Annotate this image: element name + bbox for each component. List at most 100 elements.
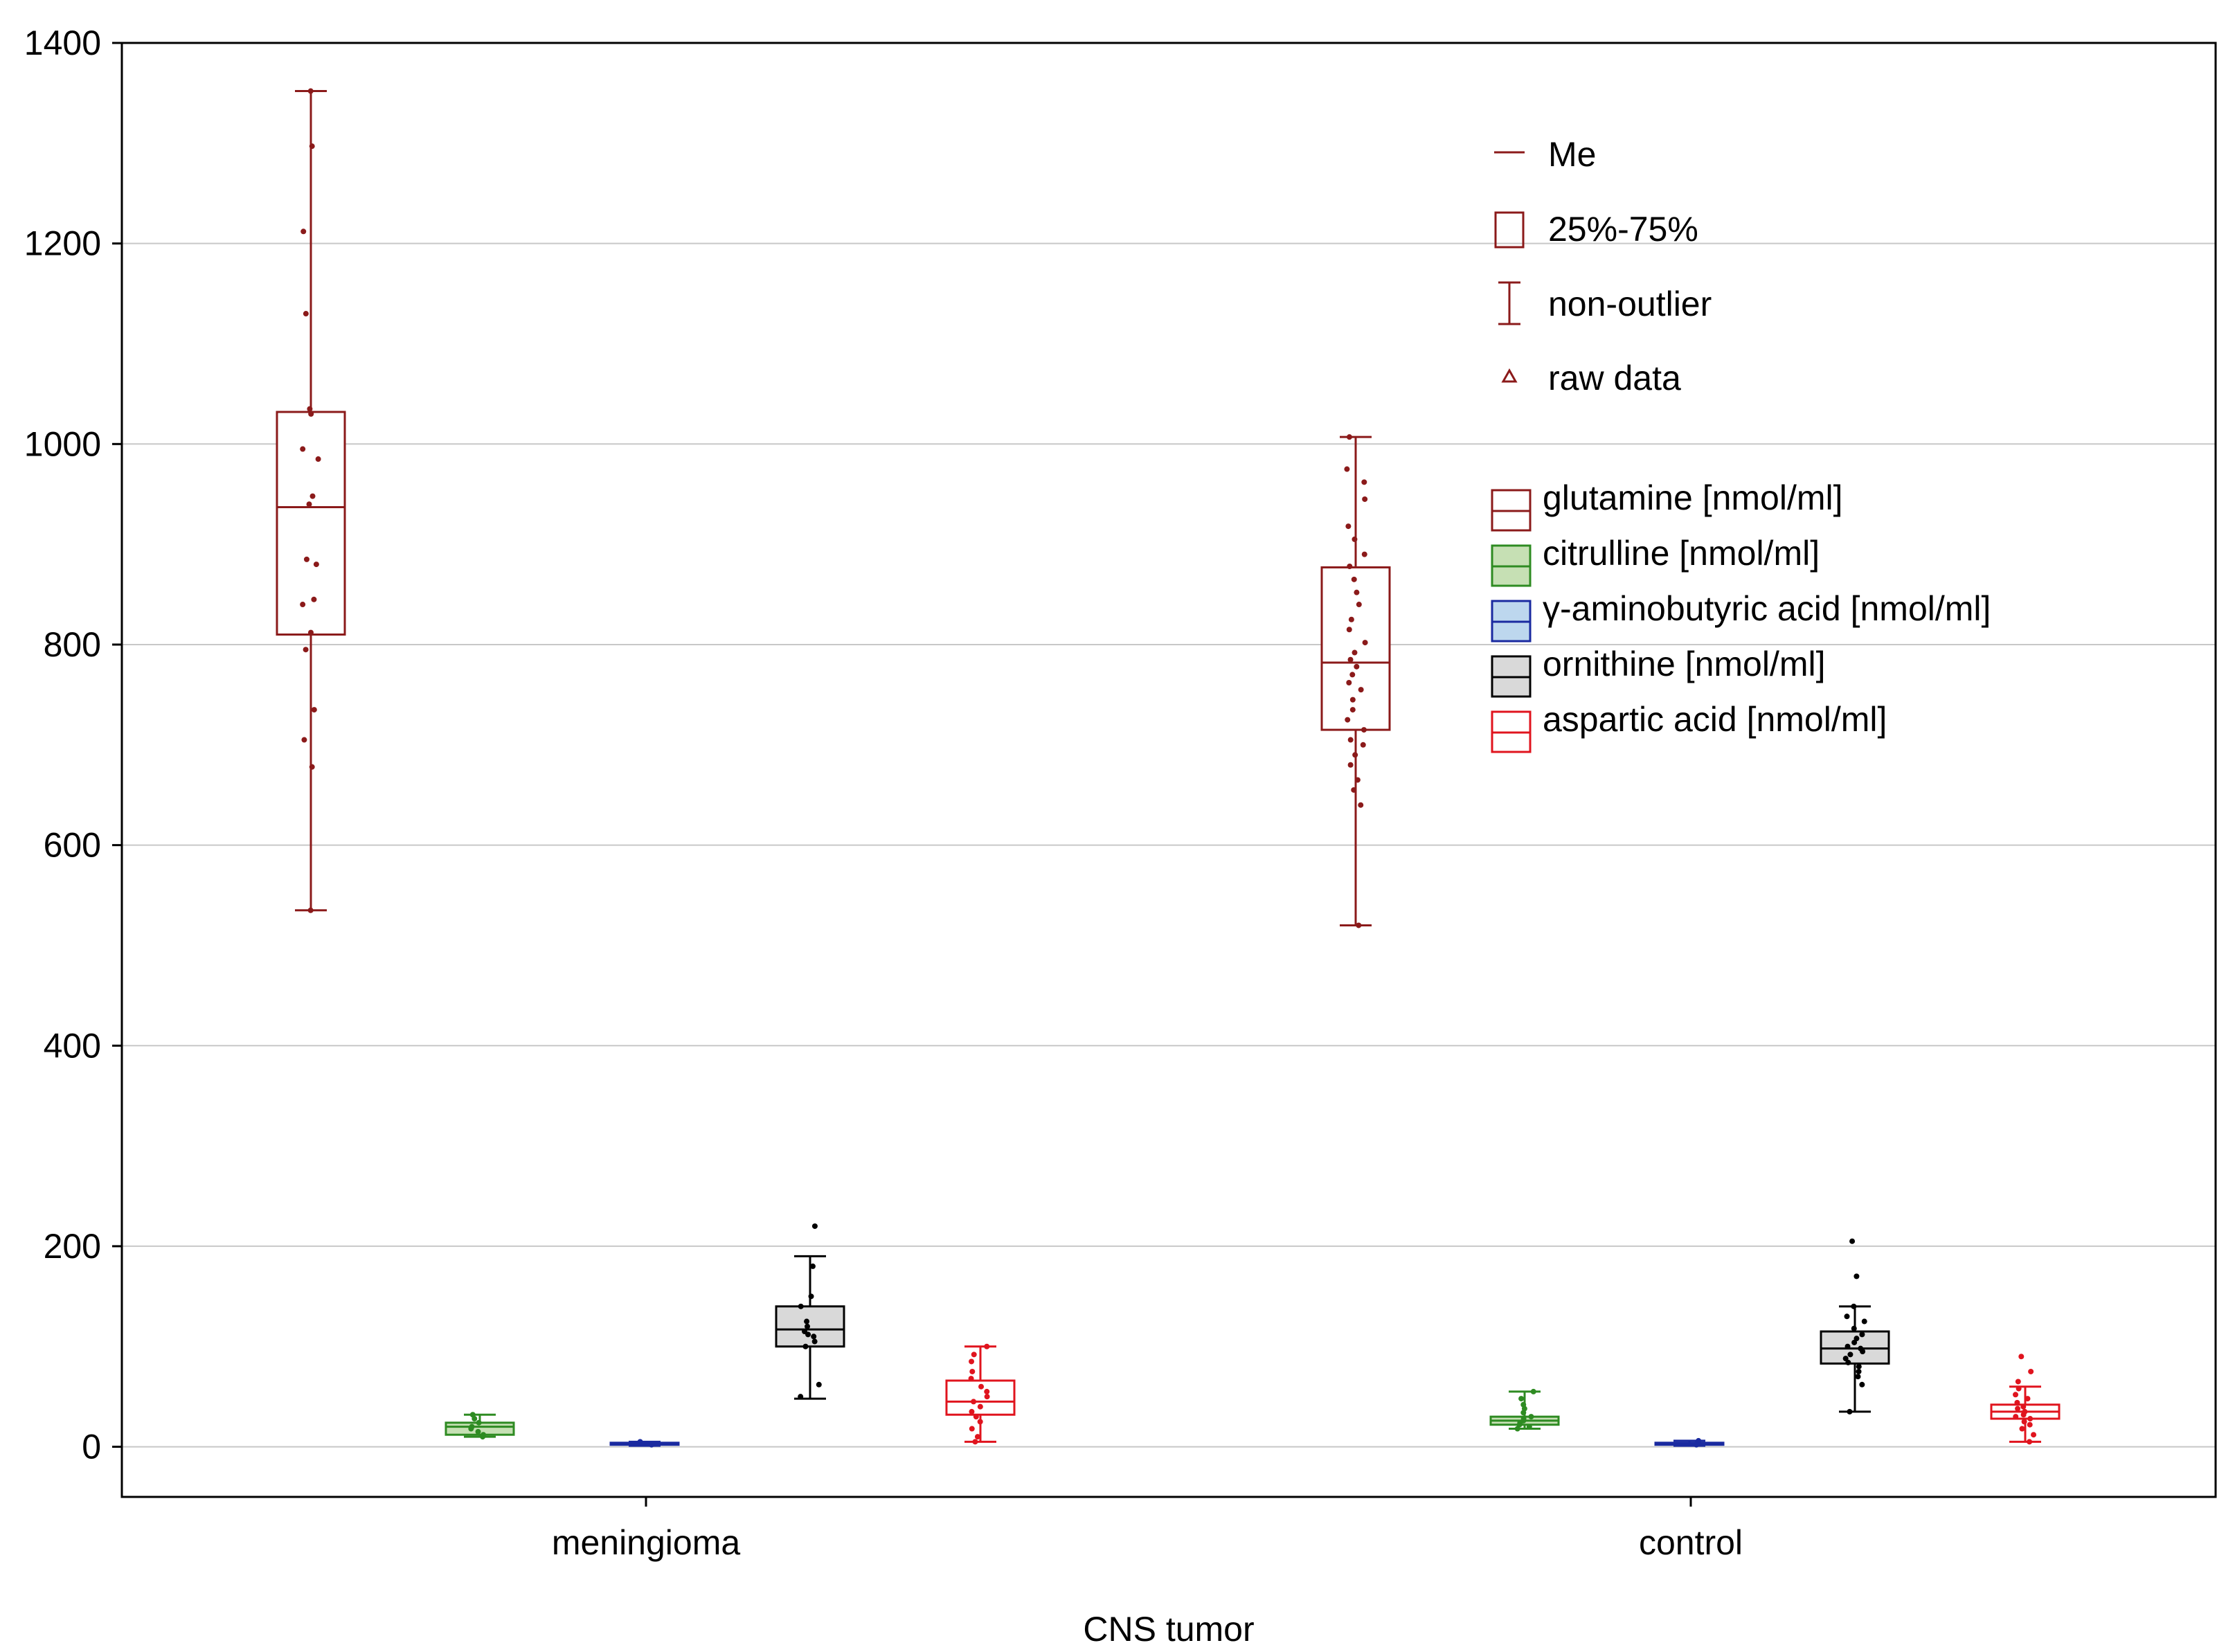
raw-point bbox=[1358, 687, 1364, 693]
legend-raw-icon bbox=[1501, 368, 1518, 383]
raw-point bbox=[1528, 1414, 1534, 1420]
raw-point bbox=[308, 411, 314, 417]
raw-point bbox=[973, 1414, 979, 1420]
raw-point bbox=[1346, 627, 1352, 633]
legend-series-label: aspartic acid [nmol/ml] bbox=[1543, 700, 1887, 739]
legend-stat-whisker: non-outlier bbox=[1498, 281, 1712, 325]
raw-point bbox=[1354, 777, 1361, 783]
legend-series-0: glutamine [nmol/ml] bbox=[1491, 478, 1843, 532]
raw-point bbox=[1346, 434, 1352, 440]
raw-point bbox=[1851, 1303, 1857, 1309]
box-2-0 bbox=[609, 1439, 680, 1448]
raw-point bbox=[311, 596, 317, 602]
legend-stat-label: Me bbox=[1548, 135, 1596, 174]
legend-series-label: γ-aminobutyric acid [nmol/ml] bbox=[1543, 589, 1991, 628]
raw-point bbox=[313, 562, 319, 568]
raw-point bbox=[2015, 1379, 2021, 1385]
raw-point bbox=[977, 1419, 983, 1425]
raw-point bbox=[315, 456, 321, 463]
raw-point bbox=[969, 1426, 975, 1432]
raw-point bbox=[2031, 1432, 2037, 1438]
raw-point bbox=[1352, 536, 1358, 542]
legend-series-label: ornithine [nmol/ml] bbox=[1543, 645, 1826, 683]
raw-point bbox=[1847, 1352, 1853, 1358]
legend-stat-raw: raw data bbox=[1501, 359, 1681, 397]
raw-point bbox=[306, 501, 312, 508]
raw-point bbox=[974, 1434, 980, 1440]
raw-point bbox=[798, 1394, 804, 1400]
raw-point bbox=[969, 1368, 976, 1374]
raw-point bbox=[309, 764, 315, 770]
legend-box-icon bbox=[1494, 211, 1525, 249]
raw-point bbox=[1859, 1331, 1865, 1338]
raw-point bbox=[2020, 1412, 2027, 1418]
raw-point bbox=[1530, 1388, 1536, 1394]
raw-point bbox=[480, 1434, 486, 1440]
raw-point bbox=[2025, 1396, 2031, 1402]
legend-series-label: glutamine [nmol/ml] bbox=[1543, 478, 1843, 517]
raw-point bbox=[309, 143, 315, 150]
raw-point bbox=[1849, 1238, 1856, 1244]
raw-point bbox=[1356, 922, 1362, 928]
raw-point bbox=[1354, 663, 1360, 670]
raw-point bbox=[1518, 1396, 1525, 1402]
box-4-1 bbox=[1990, 1354, 2061, 1445]
raw-point bbox=[816, 1381, 822, 1388]
raw-point bbox=[1845, 1359, 1851, 1365]
raw-point bbox=[1351, 787, 1357, 793]
legend-stat-median: Me bbox=[1494, 135, 1596, 174]
box-0-1 bbox=[1320, 434, 1391, 928]
raw-point bbox=[1346, 680, 1352, 685]
raw-point bbox=[303, 647, 309, 653]
raw-point bbox=[1356, 602, 1362, 608]
legend-series-3: ornithine [nmol/ml] bbox=[1491, 645, 1826, 698]
raw-point bbox=[2027, 1416, 2034, 1422]
legend-series-1: citrulline [nmol/ml] bbox=[1491, 534, 1820, 587]
raw-point bbox=[808, 1293, 814, 1300]
y-tick-label: 0 bbox=[82, 1428, 101, 1466]
raw-point bbox=[1348, 616, 1354, 622]
raw-point bbox=[637, 1439, 643, 1445]
raw-point bbox=[811, 1334, 817, 1340]
raw-point bbox=[303, 556, 309, 562]
axes: 0 200 400 600 800 1000 1200 1400 meningioma contr… bbox=[24, 24, 1743, 1562]
raw-point bbox=[1345, 523, 1352, 530]
raw-point bbox=[1859, 1381, 1865, 1388]
box-3-0 bbox=[775, 1223, 845, 1400]
y-tick-label: 600 bbox=[44, 826, 101, 865]
raw-point bbox=[1349, 672, 1356, 678]
y-tick-label: 1200 bbox=[24, 224, 101, 263]
box-3-1 bbox=[1820, 1238, 1890, 1415]
raw-point bbox=[1358, 802, 1364, 808]
raw-point bbox=[811, 1223, 818, 1229]
raw-point bbox=[1526, 1424, 1532, 1430]
raw-point bbox=[1352, 649, 1358, 656]
raw-point bbox=[804, 1318, 810, 1325]
raw-point bbox=[1855, 1374, 1861, 1380]
raw-point bbox=[984, 1394, 990, 1400]
raw-point bbox=[307, 406, 313, 412]
raw-point bbox=[984, 1343, 990, 1349]
raw-point bbox=[811, 1338, 818, 1345]
raw-point bbox=[1856, 1363, 1862, 1370]
raw-point bbox=[649, 1442, 655, 1448]
raw-point bbox=[1347, 737, 1354, 743]
raw-point bbox=[1354, 589, 1360, 595]
box-2-1 bbox=[1654, 1437, 1725, 1448]
raw-point bbox=[2027, 1421, 2033, 1428]
raw-point bbox=[307, 629, 314, 636]
raw-point bbox=[1347, 564, 1353, 569]
raw-point bbox=[1851, 1339, 1858, 1345]
raw-point bbox=[969, 1358, 975, 1365]
raw-point bbox=[2018, 1354, 2025, 1360]
raw-point bbox=[969, 1408, 975, 1415]
plot-data bbox=[276, 88, 2061, 1448]
raw-point bbox=[300, 228, 307, 235]
y-tick-label: 1000 bbox=[24, 424, 101, 463]
raw-point bbox=[1694, 1442, 1700, 1448]
legend-series-2: γ-aminobutyric acid [nmol/ml] bbox=[1491, 589, 1991, 643]
legend-stat-label: raw data bbox=[1548, 359, 1681, 397]
raw-point bbox=[1361, 551, 1367, 557]
legend: Me 25%-75% non-outlier raw data glutamine [n… bbox=[1491, 135, 1991, 753]
raw-point bbox=[1514, 1426, 1520, 1432]
